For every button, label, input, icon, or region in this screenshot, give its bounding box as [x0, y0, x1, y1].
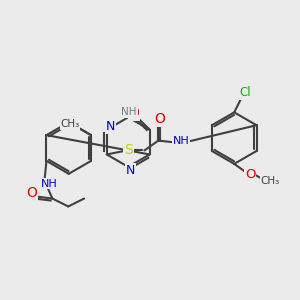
Text: O: O — [245, 168, 255, 181]
Text: CH₃: CH₃ — [260, 176, 280, 186]
Text: O: O — [154, 112, 165, 126]
Text: CH₃: CH₃ — [60, 119, 80, 129]
Text: S: S — [124, 142, 133, 157]
Text: N: N — [106, 120, 116, 133]
Text: O: O — [26, 186, 37, 200]
Text: Cl: Cl — [239, 86, 251, 99]
Text: NH: NH — [41, 179, 58, 189]
Text: NH: NH — [122, 107, 137, 117]
Text: N: N — [125, 164, 135, 177]
Text: O: O — [129, 106, 140, 120]
Text: NH: NH — [173, 136, 189, 146]
